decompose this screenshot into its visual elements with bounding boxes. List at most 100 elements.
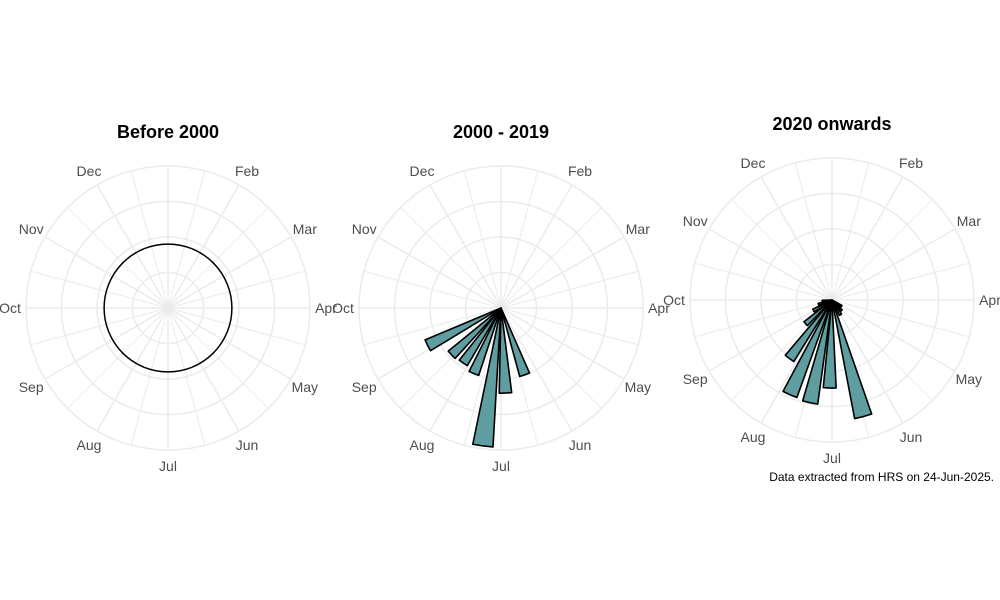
month-label-feb: Feb [568,163,592,179]
bar-wedge-5 [822,299,837,389]
month-label-may: May [292,379,318,395]
polar-panel-2: 2000 - 2019 Feb Mar Apr May Jun Jul Aug Sep Oct No… [332,122,670,474]
bar-wedge-6 [801,299,833,405]
grid-spoke [130,307,169,446]
bar-wedge-3 [471,307,502,448]
grid-spoke [167,236,292,309]
grid-spoke [363,270,502,309]
grid-spoke [500,307,639,346]
data-source-caption: Data extracted from HRS on 24-Jun-2025. [769,470,994,484]
month-label-jun: Jun [569,437,592,453]
grid-spoke [708,228,833,301]
polar-panel-1: Before 2000 Feb Mar Apr May Jun Jul Aug Sep Oct No… [0,122,337,474]
month-label-mar: Mar [293,221,317,237]
grid-spoke [694,299,833,338]
grid-spoke [96,307,169,432]
grid-spoke [463,170,502,309]
bar-wedge-5 [458,307,502,367]
bar-wedge-12 [821,299,833,303]
month-label-aug: Aug [410,437,435,453]
panel-title: 2000 - 2019 [453,122,549,142]
grid-spoke [500,184,573,309]
grid-spoke [831,299,933,401]
month-label-mar: Mar [957,213,981,229]
bar-wedge-10 [812,299,833,313]
grid-spoke [167,170,206,309]
month-label-apr: Apr [315,300,337,316]
month-label-oct: Oct [332,300,354,316]
grid-spoke [167,207,269,309]
grid-spoke [167,184,240,309]
grid-spoke [363,307,502,346]
grid-spoke [67,207,169,309]
grid-spoke [30,307,169,346]
empty-series-ring [103,243,233,373]
grid-spoke [500,307,602,409]
month-label-mar: Mar [626,221,650,237]
month-label-sep: Sep [683,371,708,387]
bars [424,307,531,448]
grid-spoke [794,162,833,301]
grid-spoke [831,299,904,424]
month-label-nov: Nov [683,213,708,229]
grid-spoke [500,207,602,309]
month-label-feb: Feb [899,155,923,171]
bars [782,299,873,420]
month-label-apr: Apr [979,292,1000,308]
grid-spoke [500,307,573,432]
grid [358,165,644,451]
month-label-sep: Sep [352,379,377,395]
grid-spoke [96,184,169,309]
grid-spoke [831,162,870,301]
grid-spoke [500,307,625,380]
grid-spoke [167,307,306,346]
grid-spoke [831,299,970,338]
month-label-jul: Jul [492,458,510,474]
month-label-may: May [956,371,982,387]
grid-spoke [44,307,169,380]
grid-spoke [30,270,169,309]
bar-wedge-8 [784,299,833,363]
grid-spoke [167,307,269,409]
month-label-oct: Oct [663,292,685,308]
grid-spoke [500,270,639,309]
bar-wedge-3 [831,299,843,317]
grid-spoke [760,176,833,301]
grid-spoke [708,299,833,372]
bar-wedge-7 [782,299,833,399]
grid-spoke [831,228,956,301]
bar-wedge-6 [447,307,502,360]
month-label-jul: Jul [159,458,177,474]
grid-spoke [429,184,502,309]
grid-spoke [167,307,240,432]
grid-spoke [377,236,502,309]
month-label-sep: Sep [19,379,44,395]
grid-spoke [831,299,956,372]
bar-wedge-4 [831,299,873,420]
grid-spoke [831,199,933,301]
month-label-may: May [625,379,651,395]
month-label-feb: Feb [235,163,259,179]
bar-wedge-2 [498,307,513,394]
grid-spoke [67,307,169,409]
month-label-jun: Jun [900,429,923,445]
month-label-nov: Nov [352,221,377,237]
month-label-dec: Dec [410,163,435,179]
bar-wedge-4 [468,307,502,377]
panel-title: Before 2000 [117,122,219,142]
grid-spoke [831,262,970,301]
month-label-jun: Jun [236,437,259,453]
grid-spoke [44,236,169,309]
grid-spoke [167,307,206,446]
bar-wedge-9 [803,299,833,327]
bar-wedge-7 [424,307,502,352]
grid-spoke [463,307,502,446]
grid-spoke [130,170,169,309]
polar-panel-3: 2020 onwards Feb Mar Apr May Jun Jul Aug Sep Oct N… [663,114,1000,466]
grid-spoke [731,199,833,301]
month-label-dec: Dec [77,163,102,179]
grid-spoke [167,307,292,380]
grid-spoke [167,270,306,309]
month-label-apr: Apr [648,300,670,316]
